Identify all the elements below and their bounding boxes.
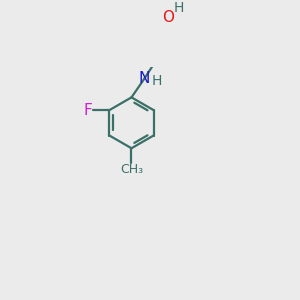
Text: O: O <box>163 10 175 25</box>
Text: F: F <box>84 103 93 118</box>
Text: H: H <box>152 74 162 88</box>
Text: CH₃: CH₃ <box>120 163 143 176</box>
Text: N: N <box>139 71 150 86</box>
Text: H: H <box>174 1 184 15</box>
